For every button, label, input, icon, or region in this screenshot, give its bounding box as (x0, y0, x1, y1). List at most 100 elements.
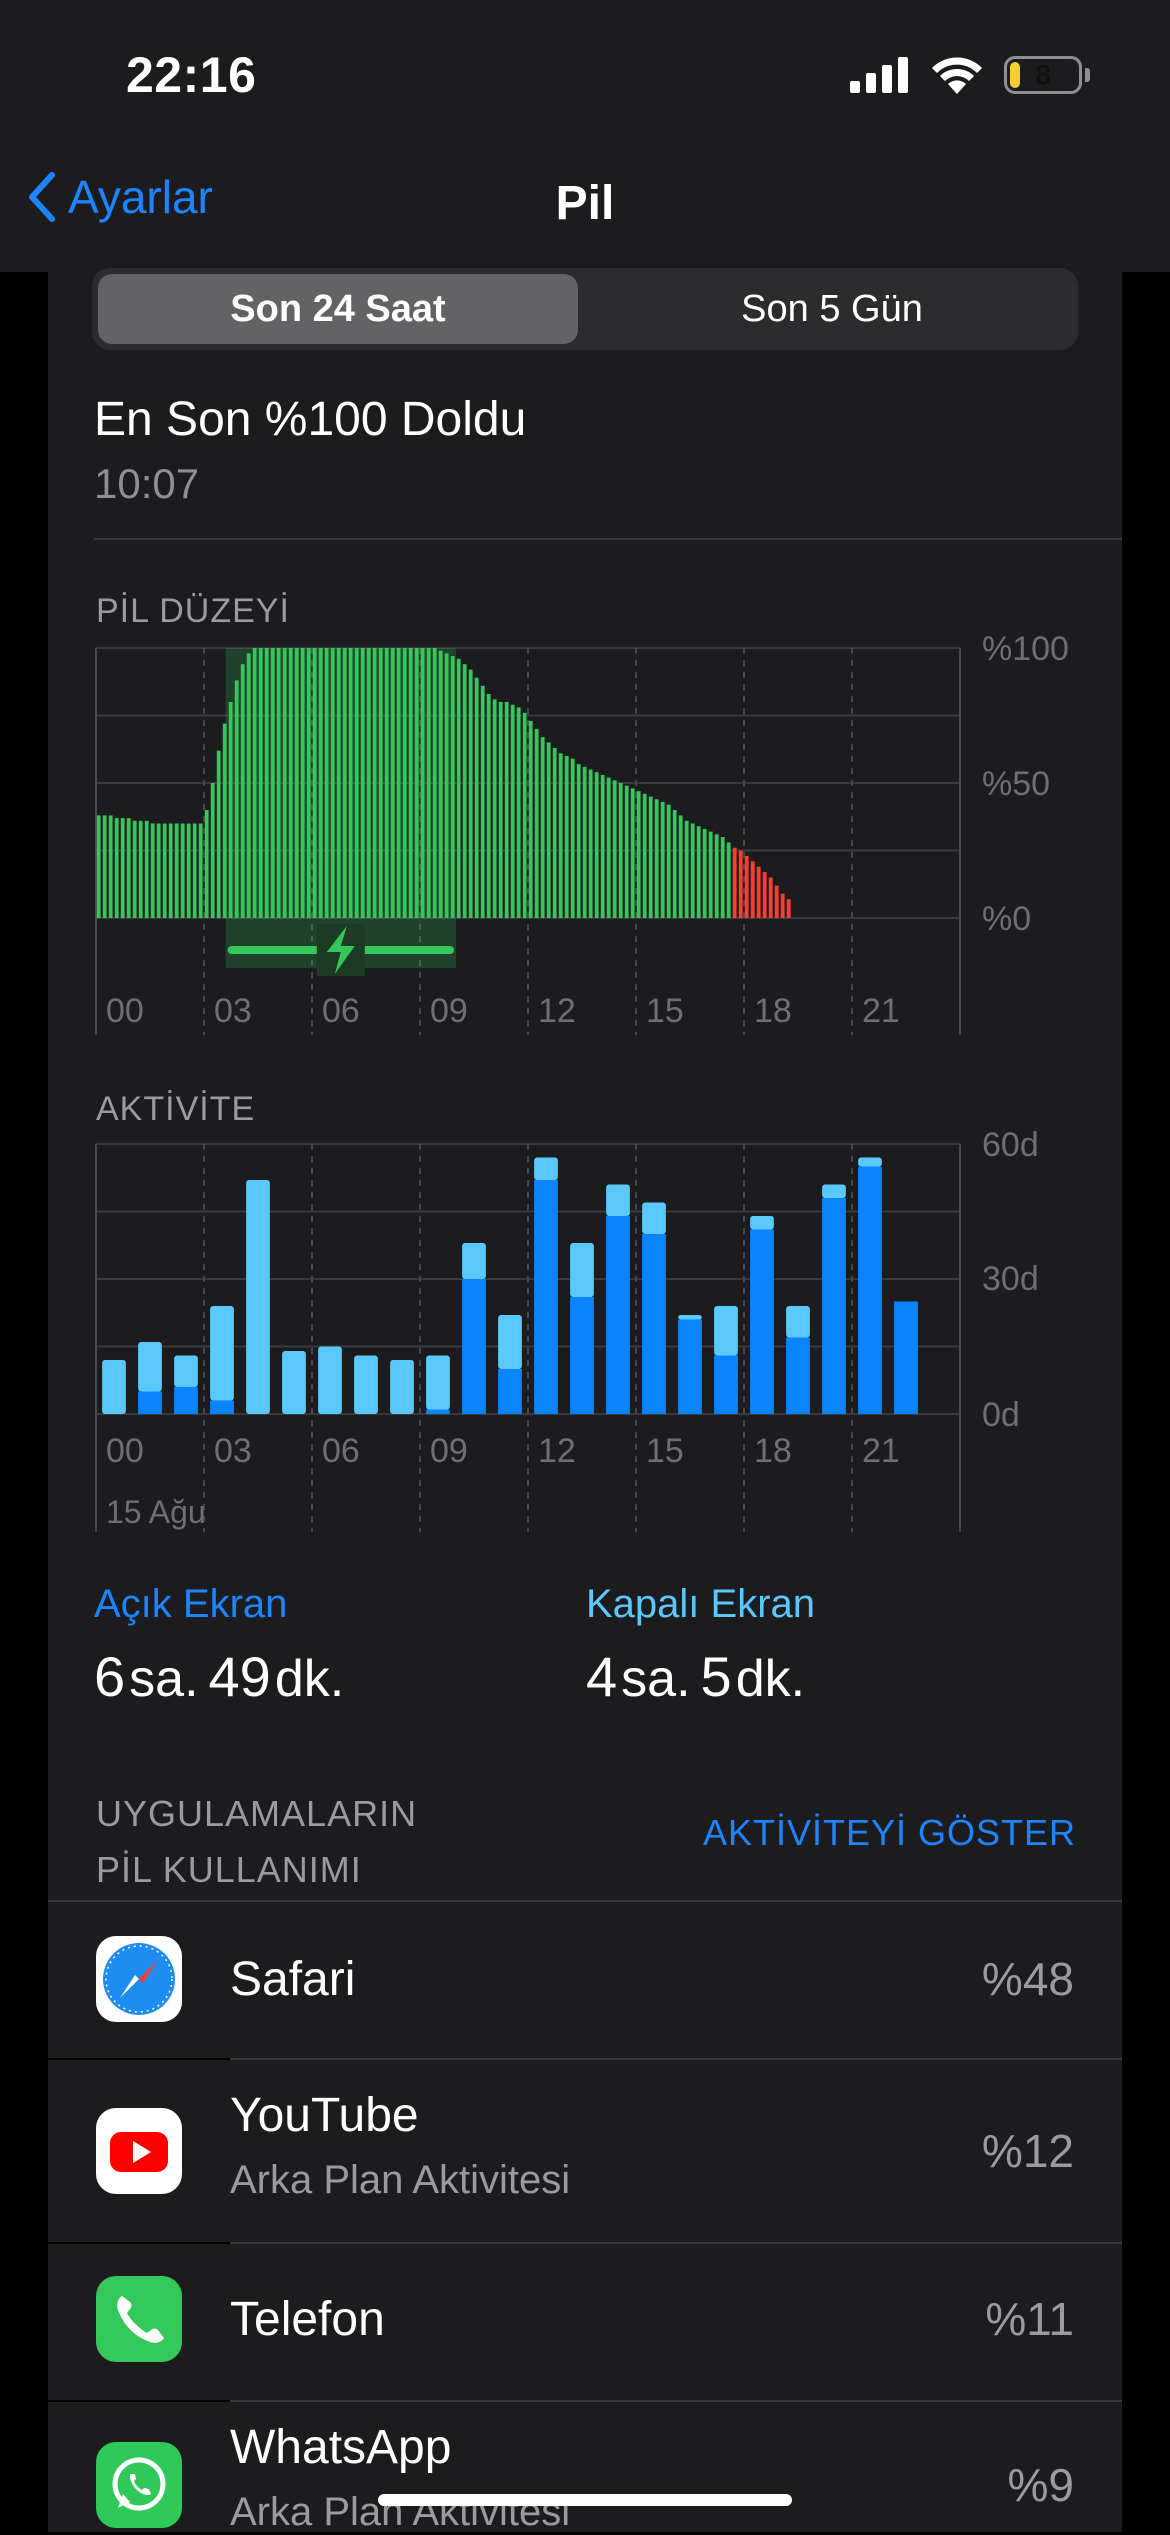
battery-bar (192, 823, 197, 918)
activity-xtick: 18 (754, 1432, 792, 1470)
battery-icon: 8 (1004, 56, 1082, 94)
battery-bar (342, 648, 347, 918)
battery-bar (414, 648, 419, 918)
battery-bar (504, 702, 509, 918)
activity-bar-screen-on (534, 1180, 558, 1414)
battery-bar (624, 785, 629, 918)
segment-last-5-days[interactable]: Son 5 Gün (741, 287, 923, 330)
app-row-youtube[interactable]: YouTube Arka Plan Aktivitesi %12 (48, 2060, 1122, 2242)
activity-bar-screen-off (498, 1315, 522, 1369)
activity-bar-screen-off (390, 1360, 414, 1414)
activity-bar-screen-on (786, 1337, 810, 1414)
battery-bar (210, 783, 215, 918)
battery-bar (684, 820, 689, 918)
divider (230, 2242, 1122, 2244)
screen-off-value: 4sa. 5dk. (586, 1645, 806, 1708)
battery-bar (114, 818, 119, 918)
battery-bar (702, 828, 707, 918)
app-row-whatsapp[interactable]: WhatsApp Arka Plan Aktivitesi %9 (48, 2402, 1122, 2534)
battery-bar (660, 801, 665, 918)
battery-level-chart (95, 647, 961, 1035)
battery-bar (642, 793, 647, 918)
battery-bar (522, 712, 527, 918)
segment-last-24-hours[interactable]: Son 24 Saat (98, 274, 578, 344)
activity-bar-screen-on (210, 1400, 234, 1414)
battery-level-label: PİL DÜZEYİ (96, 592, 290, 630)
app-usage-title: UYGULAMALARIN PİL KULLANIMI (96, 1793, 418, 1890)
status-time: 22:16 (126, 47, 257, 103)
battery-ytick-0: %0 (982, 900, 1032, 938)
battery-bar (576, 764, 581, 918)
back-button[interactable]: Ayarlar (26, 170, 213, 224)
battery-bar (696, 826, 701, 918)
battery-bar (606, 777, 611, 918)
activity-chart (95, 1143, 961, 1532)
battery-bar (528, 720, 533, 918)
activity-ytick-60: 60d (982, 1126, 1039, 1164)
app-name: WhatsApp (230, 2421, 452, 2474)
divider (230, 2058, 1122, 2060)
battery-xtick: 18 (754, 992, 792, 1030)
activity-bar-screen-off (210, 1306, 234, 1401)
battery-bar (270, 648, 275, 918)
app-row-safari[interactable]: Safari %48 (48, 1902, 1122, 2058)
activity-bar-screen-off (246, 1180, 270, 1414)
battery-bar (558, 753, 563, 918)
battery-bar (552, 747, 557, 918)
app-row-telefon[interactable]: Telefon %11 (48, 2244, 1122, 2400)
app-name: Telefon (230, 2293, 385, 2346)
last-charge-time: 10:07 (94, 460, 200, 507)
activity-bar-screen-off (822, 1184, 846, 1198)
divider (48, 1900, 1122, 1902)
app-percent: %9 (1007, 2459, 1074, 2511)
battery-bar (384, 648, 389, 918)
battery-bar (744, 855, 749, 918)
battery-bar (282, 648, 287, 918)
activity-label: AKTİVİTE (96, 1090, 256, 1128)
battery-bar (156, 823, 161, 918)
battery-bar (546, 742, 551, 918)
battery-bar (234, 680, 239, 918)
battery-bar (468, 669, 473, 918)
battery-bar (264, 648, 269, 918)
battery-bar (432, 648, 437, 918)
battery-bar (768, 877, 773, 918)
activity-bar-screen-off (570, 1243, 594, 1297)
activity-bar-screen-off (102, 1360, 126, 1414)
battery-bar (612, 780, 617, 918)
battery-bar (774, 885, 779, 918)
activity-bar-screen-on (138, 1391, 162, 1414)
time-range-segmented-control: Son 24 Saat Son 5 Gün (92, 268, 1078, 350)
battery-bar (570, 758, 575, 918)
battery-bar (498, 702, 503, 918)
activity-xtick: 00 (106, 1432, 144, 1470)
battery-bar (402, 648, 407, 918)
activity-bar-screen-off (138, 1342, 162, 1392)
activity-bar-screen-off (714, 1306, 738, 1356)
battery-bar (594, 772, 599, 918)
activity-date-label: 15 Ağu (106, 1494, 206, 1530)
battery-bar (246, 653, 251, 918)
activity-bar-screen-on (714, 1355, 738, 1414)
battery-bar (108, 815, 113, 918)
battery-bar (204, 810, 209, 918)
activity-bar-screen-on (570, 1297, 594, 1414)
battery-bar (378, 648, 383, 918)
show-activity-button[interactable]: AKTİVİTEYİ GÖSTER (702, 1812, 1076, 1853)
battery-bar (300, 648, 305, 918)
activity-ytick-0: 0d (982, 1396, 1020, 1434)
battery-bar (780, 893, 785, 918)
page-title: Pil (555, 177, 615, 230)
battery-bar (534, 729, 539, 918)
home-indicator[interactable] (378, 2494, 792, 2506)
app-name: YouTube (230, 2089, 419, 2142)
screen-off-label: Kapalı Ekran (586, 1582, 816, 1626)
battery-bar (510, 704, 515, 918)
safari-icon (96, 1936, 182, 2022)
battery-bar (714, 834, 719, 918)
battery-bar (276, 648, 281, 918)
battery-bar (288, 648, 293, 918)
battery-ytick-50: %50 (982, 765, 1051, 803)
chevron-left-icon (29, 172, 55, 222)
activity-xtick: 06 (322, 1432, 360, 1470)
